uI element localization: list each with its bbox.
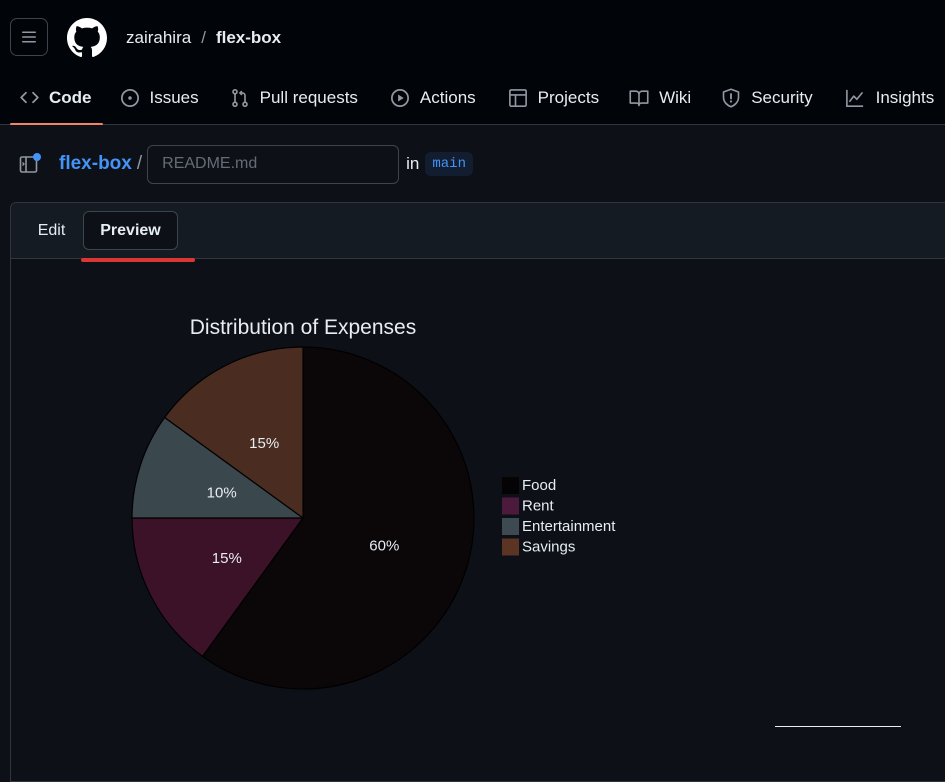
legend-label: Entertainment (522, 518, 616, 535)
repo-header: zairahira / flex-box Code Issues (0, 0, 945, 125)
path-separator: / (136, 153, 143, 174)
book-icon (629, 89, 649, 106)
pie-slice-rent (131, 517, 305, 658)
legend-label: Rent (522, 498, 555, 515)
filename-input[interactable] (147, 144, 400, 184)
pie-slice-food (201, 346, 475, 690)
editor-repo-link[interactable]: flex-box (59, 153, 132, 174)
issue-opened-icon (120, 88, 139, 107)
play-icon (390, 88, 409, 107)
chart-title: Distribution of Expenses (190, 316, 416, 339)
tab-code[interactable]: Code (0, 70, 102, 125)
graph-icon (845, 89, 863, 107)
preview-active-indicator (81, 258, 195, 262)
git-pull-request-icon (231, 88, 248, 107)
tab-label: Pull requests (259, 87, 358, 107)
breadcrumb-separator: / (201, 28, 206, 47)
tab-security[interactable]: Security (711, 70, 822, 125)
tab-wiki[interactable]: Wiki (619, 70, 701, 125)
pie-slice-savings (163, 346, 304, 520)
tab-label: Projects (537, 87, 600, 107)
horizontal-rule (775, 726, 901, 727)
in-label: in (406, 154, 420, 173)
hamburger-menu-button[interactable] (10, 18, 48, 56)
tab-pull-requests[interactable]: Pull requests (220, 70, 368, 125)
repo-owner-link[interactable]: zairahira (126, 28, 192, 47)
three-bars-icon (22, 31, 36, 43)
slice-label: 15% (212, 550, 242, 567)
editor-mode-toolbar: Edit Preview (11, 203, 945, 262)
slice-label: 60% (369, 537, 399, 554)
tab-label: Security (751, 87, 813, 107)
github-logo-icon[interactable] (67, 18, 107, 58)
legend-swatch (502, 538, 519, 556)
repo-breadcrumb: zairahira / flex-box (126, 28, 281, 48)
tab-label: Wiki (659, 87, 692, 107)
code-icon (20, 91, 39, 104)
tab-issues[interactable]: Issues (110, 70, 209, 125)
preview-tab-button[interactable]: Preview (83, 211, 178, 250)
table-icon (508, 88, 527, 107)
branch-name-badge: main (425, 152, 473, 176)
repo-name-link[interactable]: flex-box (215, 28, 282, 47)
legend-label: Food (522, 477, 556, 494)
slice-label: 10% (207, 485, 237, 502)
tab-label: Insights (875, 87, 935, 107)
legend-swatch (502, 497, 519, 515)
slice-label: 15% (249, 435, 279, 452)
tab-label: Issues (149, 87, 199, 107)
legend-swatch (502, 477, 519, 494)
shield-icon (722, 87, 740, 108)
repo-nav-tabs: Code Issues Pull requests Act (0, 70, 945, 125)
tab-label: Code (49, 87, 92, 107)
legend-swatch (502, 518, 519, 535)
legend-label: Savings (522, 539, 575, 556)
file-path-row: flex-box / in main (18, 144, 473, 184)
file-tree-toggle-icon[interactable] (18, 152, 42, 176)
edit-tab-button[interactable]: Edit (20, 211, 83, 250)
tab-projects[interactable]: Projects (498, 70, 609, 125)
tab-label: Actions (419, 87, 476, 107)
pie-slice-entertainment (131, 416, 305, 519)
tab-insights[interactable]: Insights (834, 70, 945, 125)
tab-actions[interactable]: Actions (380, 70, 486, 125)
